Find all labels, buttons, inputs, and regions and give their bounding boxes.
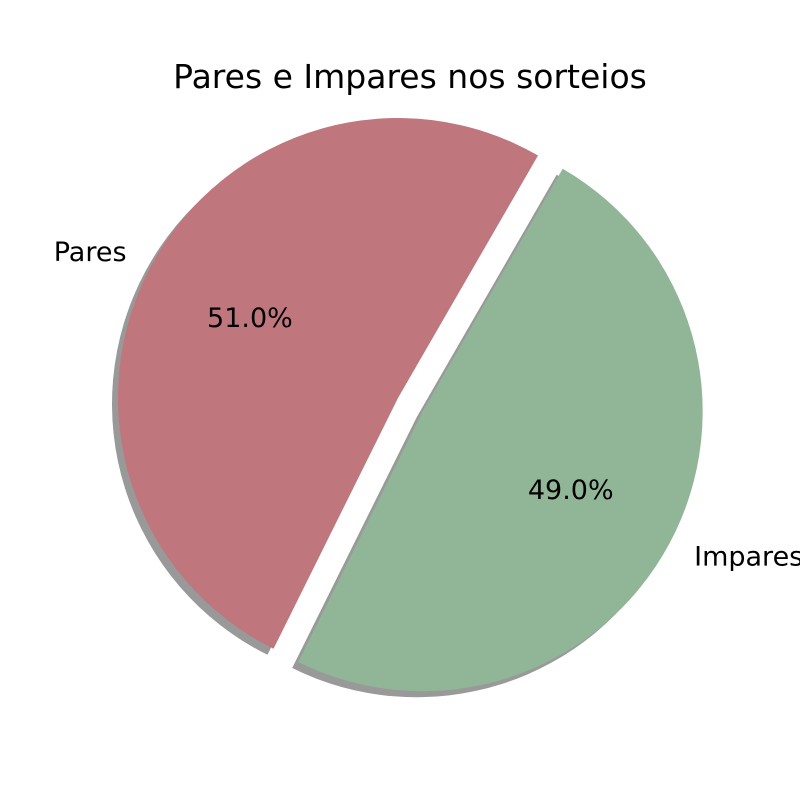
slice-label-pares: Pares bbox=[54, 237, 127, 268]
pct-label-impares: 49.0% bbox=[528, 475, 614, 506]
slice-label-impares: Impares bbox=[694, 541, 800, 572]
pie-slice-pares bbox=[117, 117, 538, 649]
slice-layer bbox=[117, 117, 703, 692]
pct-label-pares: 51.0% bbox=[207, 303, 293, 334]
label-layer: Pares 51.0% Impares 49.0% bbox=[54, 237, 800, 572]
pie-slice-impares bbox=[298, 168, 703, 692]
chart-title: Pares e Impares nos sorteios bbox=[173, 57, 647, 96]
